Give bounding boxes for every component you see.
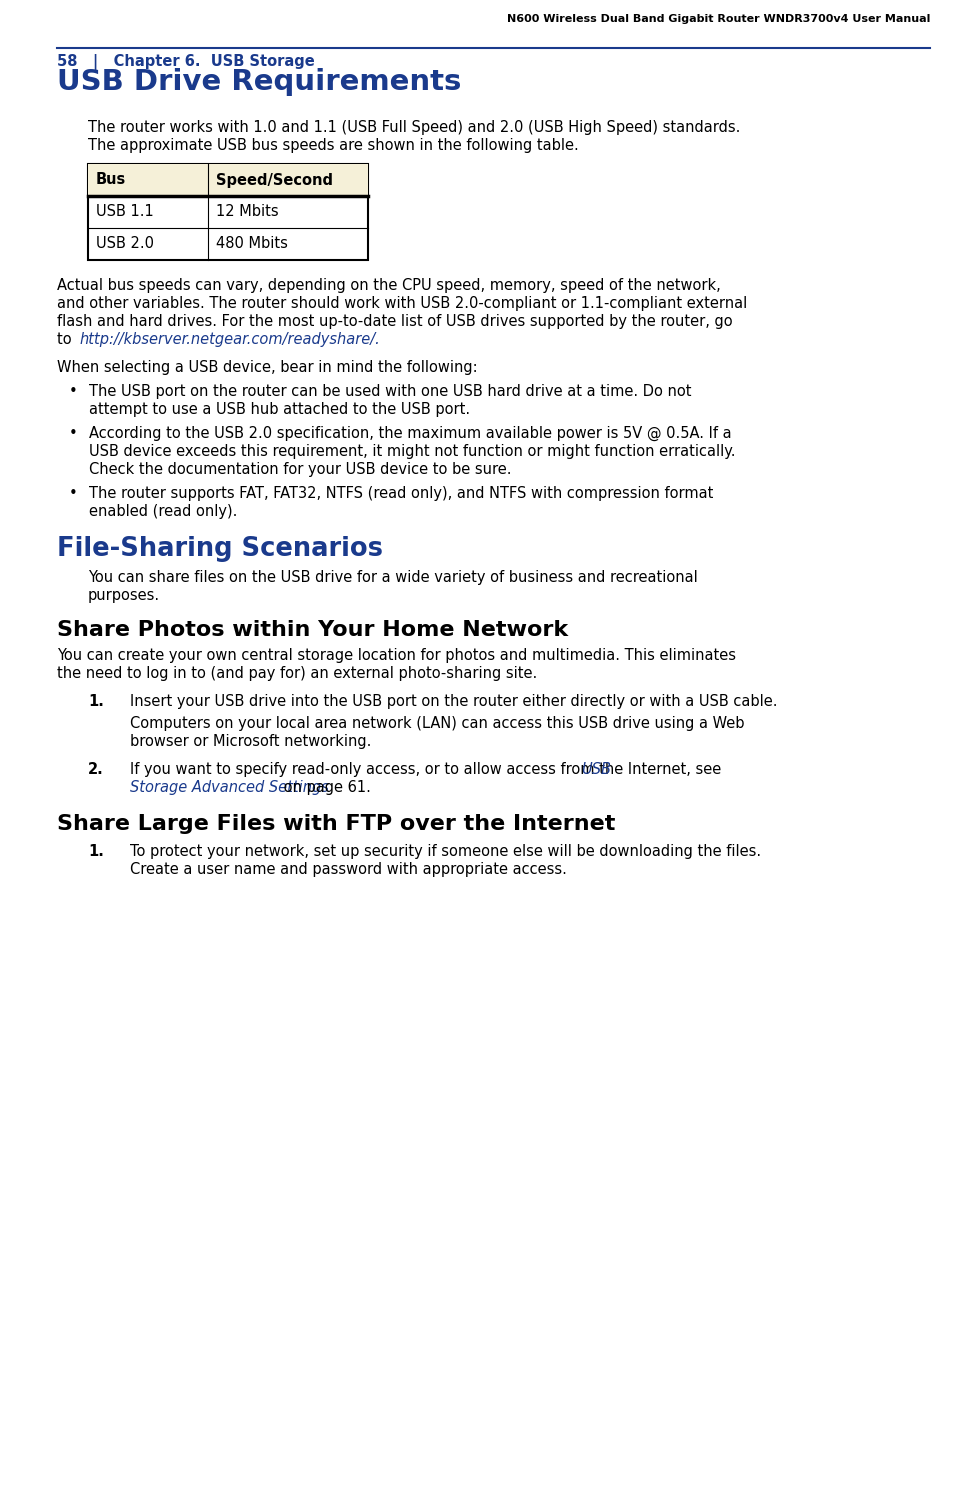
Text: Create a user name and password with appropriate access.: Create a user name and password with app… [130,863,567,876]
Text: Actual bus speeds can vary, depending on the CPU speed, memory, speed of the net: Actual bus speeds can vary, depending on… [57,278,720,293]
Text: to: to [57,332,76,347]
Text: Insert your USB drive into the USB port on the router either directly or with a : Insert your USB drive into the USB port … [130,694,777,709]
Text: 480 Mbits: 480 Mbits [216,236,288,251]
Text: •: • [69,485,77,500]
Text: To protect your network, set up security if someone else will be downloading the: To protect your network, set up security… [130,845,760,860]
Text: USB 1.1: USB 1.1 [96,204,153,219]
Text: The router works with 1.0 and 1.1 (USB Full Speed) and 2.0 (USB High Speed) stan: The router works with 1.0 and 1.1 (USB F… [88,120,740,135]
Text: 1.: 1. [88,845,104,860]
Text: 58   |   Chapter 6.  USB Storage: 58 | Chapter 6. USB Storage [57,54,315,71]
Text: 2.: 2. [88,762,104,777]
Text: When selecting a USB device, bear in mind the following:: When selecting a USB device, bear in min… [57,361,477,376]
Text: Storage Advanced Settings: Storage Advanced Settings [130,780,328,795]
Text: purposes.: purposes. [88,588,160,603]
Text: Share Large Files with FTP over the Internet: Share Large Files with FTP over the Inte… [57,815,615,834]
Text: You can create your own central storage location for photos and multimedia. This: You can create your own central storage … [57,648,736,663]
Text: enabled (read only).: enabled (read only). [89,504,237,519]
Text: flash and hard drives. For the most up-to-date list of USB drives supported by t: flash and hard drives. For the most up-t… [57,314,732,329]
Text: attempt to use a USB hub attached to the USB port.: attempt to use a USB hub attached to the… [89,401,470,416]
Text: the need to log in to (and pay for) an external photo-sharing site.: the need to log in to (and pay for) an e… [57,666,536,681]
Text: http://kbserver.netgear.com/readyshare/.: http://kbserver.netgear.com/readyshare/. [79,332,379,347]
Text: You can share files on the USB drive for a wide variety of business and recreati: You can share files on the USB drive for… [88,570,697,585]
Text: •: • [69,383,77,398]
Text: The approximate USB bus speeds are shown in the following table.: The approximate USB bus speeds are shown… [88,138,578,153]
Text: browser or Microsoft networking.: browser or Microsoft networking. [130,733,371,748]
Text: Check the documentation for your USB device to be sure.: Check the documentation for your USB dev… [89,461,511,476]
Text: USB Drive Requirements: USB Drive Requirements [57,68,461,96]
Bar [88,164,367,195]
Bar [88,164,367,260]
Text: If you want to specify read-only access, or to allow access from the Internet, s: If you want to specify read-only access,… [130,762,725,777]
Text: USB device exceeds this requirement, it might not function or might function err: USB device exceeds this requirement, it … [89,443,735,458]
Text: 12 Mbits: 12 Mbits [216,204,278,219]
Text: N600 Wireless Dual Band Gigabit Router WNDR3700v4 User Manual: N600 Wireless Dual Band Gigabit Router W… [506,14,929,24]
Text: The USB port on the router can be used with one USB hard drive at a time. Do not: The USB port on the router can be used w… [89,383,691,398]
Text: and other variables. The router should work with USB 2.0-compliant or 1.1-compli: and other variables. The router should w… [57,296,746,311]
Text: USB 2.0: USB 2.0 [96,236,153,251]
Text: Speed/Second: Speed/Second [216,173,333,188]
Text: The router supports FAT, FAT32, NTFS (read only), and NTFS with compression form: The router supports FAT, FAT32, NTFS (re… [89,485,712,500]
Text: on page 61.: on page 61. [278,780,370,795]
Text: Share Photos within Your Home Network: Share Photos within Your Home Network [57,621,568,640]
Text: According to the USB 2.0 specification, the maximum available power is 5V @ 0.5A: According to the USB 2.0 specification, … [89,425,731,442]
Text: USB: USB [580,762,611,777]
Text: Computers on your local area network (LAN) can access this USB drive using a Web: Computers on your local area network (LA… [130,715,743,730]
Text: Bus: Bus [96,173,126,188]
Text: •: • [69,425,77,440]
Text: 1.: 1. [88,694,104,709]
Text: File-Sharing Scenarios: File-Sharing Scenarios [57,537,383,562]
